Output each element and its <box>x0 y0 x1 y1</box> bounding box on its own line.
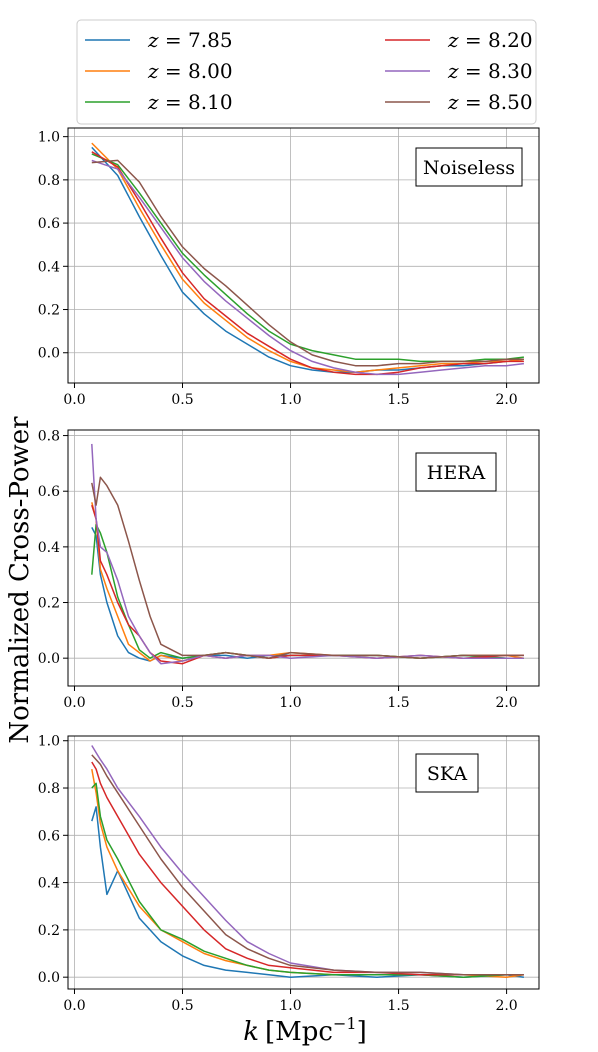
y-tick-label: 0.8 <box>38 781 60 797</box>
y-tick-label: 0.0 <box>38 346 60 362</box>
y-axis-label: Normalized Cross-Power <box>5 416 35 744</box>
x-tick-label: 1.0 <box>279 392 301 408</box>
x-tick-label: 0.0 <box>63 998 85 1014</box>
y-tick-label: 0.0 <box>38 651 60 667</box>
legend-label-value: = 7.85 <box>159 28 233 52</box>
y-tick-label: 0.4 <box>38 540 60 556</box>
series-line <box>91 754 524 976</box>
y-tick-label: 0.4 <box>38 259 60 275</box>
annotation-label: Noiseless <box>423 157 515 179</box>
y-tick-label: 0.0 <box>38 970 60 986</box>
annotation-box <box>415 147 523 187</box>
annotation-box <box>415 753 479 793</box>
x-tick-label: 2.0 <box>495 998 517 1014</box>
series-line <box>91 761 524 976</box>
plot-frame <box>67 429 540 687</box>
legend-entry: z = 8.20 <box>385 28 533 52</box>
y-tick-label: 0.2 <box>38 596 60 612</box>
y-tick-label: 1.0 <box>38 734 60 750</box>
x-tick-label: 1.5 <box>387 392 409 408</box>
x-axis-label-exp: −1 <box>333 1014 357 1033</box>
legend-label-var: z <box>147 59 159 83</box>
legend: z = 7.85 z = 8.00 z = 8.10 z = 8.20 z = … <box>76 19 537 125</box>
x-tick-label: 2.0 <box>495 392 517 408</box>
panel-hera: 0.0 0.5 1.0 1.5 2.0 0.0 0.2 0.4 0.6 0.8 HERA <box>38 429 540 711</box>
annotation-label: HERA <box>427 462 486 484</box>
legend-entry: z = 8.10 <box>85 90 233 114</box>
legend-label: z = 7.85 <box>147 28 233 52</box>
series-line <box>91 146 524 373</box>
legend-label: z = 8.30 <box>447 59 533 83</box>
legend-label-value: = 8.30 <box>459 59 533 83</box>
series-group <box>91 443 525 665</box>
x-axis-label-var: k <box>243 1017 259 1047</box>
x-axis-label: k [Mpc−1] <box>243 1014 367 1047</box>
legend-label-value: = 8.50 <box>459 90 533 114</box>
y-tick-label: 0.8 <box>38 173 60 189</box>
x-tick-label: 1.0 <box>279 695 301 711</box>
x-tick-label: 0.0 <box>63 695 85 711</box>
y-tick-label: 0.4 <box>38 876 60 892</box>
x-axis-label-close: ] <box>357 1017 367 1047</box>
legend-label: z = 8.10 <box>147 90 233 114</box>
x-tick-label: 1.0 <box>279 998 301 1014</box>
legend-entry: z = 8.00 <box>85 59 233 83</box>
y-tick-label: 0.8 <box>38 429 60 445</box>
legend-label-var: z <box>447 59 459 83</box>
plot-frame <box>67 127 540 384</box>
series-line <box>91 159 524 376</box>
x-tick-label: 1.5 <box>387 695 409 711</box>
series-line <box>91 151 524 376</box>
x-tick-label: 0.5 <box>171 695 193 711</box>
x-axis-label-unit: [Mpc <box>265 1017 333 1047</box>
legend-label-var: z <box>447 28 459 52</box>
legend-entry: z = 7.85 <box>85 28 233 52</box>
y-tick-label: 0.2 <box>38 923 60 939</box>
legend-label-var: z <box>147 90 159 114</box>
legend-entry: z = 8.50 <box>385 90 533 114</box>
panel-noiseless: 0.0 0.5 1.0 1.5 2.0 0.0 0.2 0.4 0.6 0.8 1.0 Noisele… <box>38 127 540 408</box>
legend-label-var: z <box>147 28 159 52</box>
annotation-label: SKA <box>427 763 467 785</box>
x-tick-label: 0.5 <box>171 998 193 1014</box>
legend-label-value: = 8.10 <box>159 90 233 114</box>
legend-entry: z = 8.30 <box>385 59 533 83</box>
y-tick-label: 0.2 <box>38 303 60 319</box>
y-tick-label: 1.0 <box>38 130 60 146</box>
panel-ska: 0.0 0.5 1.0 1.5 2.0 0.0 0.2 0.4 0.6 0.8 1.0 SKA <box>38 734 540 1014</box>
legend-label-var: z <box>447 90 459 114</box>
legend-label-value: = 8.00 <box>159 59 233 83</box>
legend-label: z = 8.00 <box>147 59 233 83</box>
y-tick-label: 0.6 <box>38 484 60 500</box>
x-tick-label: 0.5 <box>171 392 193 408</box>
series-group <box>91 745 525 978</box>
legend-label: z = 8.20 <box>447 28 533 52</box>
series-line <box>91 476 524 659</box>
series-group <box>91 142 524 376</box>
legend-label-value: = 8.20 <box>459 28 533 52</box>
y-tick-label: 0.6 <box>38 828 60 844</box>
x-tick-label: 1.5 <box>387 998 409 1014</box>
legend-frame <box>76 19 537 125</box>
x-tick-label: 2.0 <box>495 695 517 711</box>
annotation-box <box>415 452 497 492</box>
legend-label: z = 8.50 <box>447 90 533 114</box>
y-tick-label: 0.6 <box>38 216 60 232</box>
series-line <box>91 159 524 367</box>
plot-frame <box>67 735 540 990</box>
x-tick-label: 0.0 <box>63 392 85 408</box>
